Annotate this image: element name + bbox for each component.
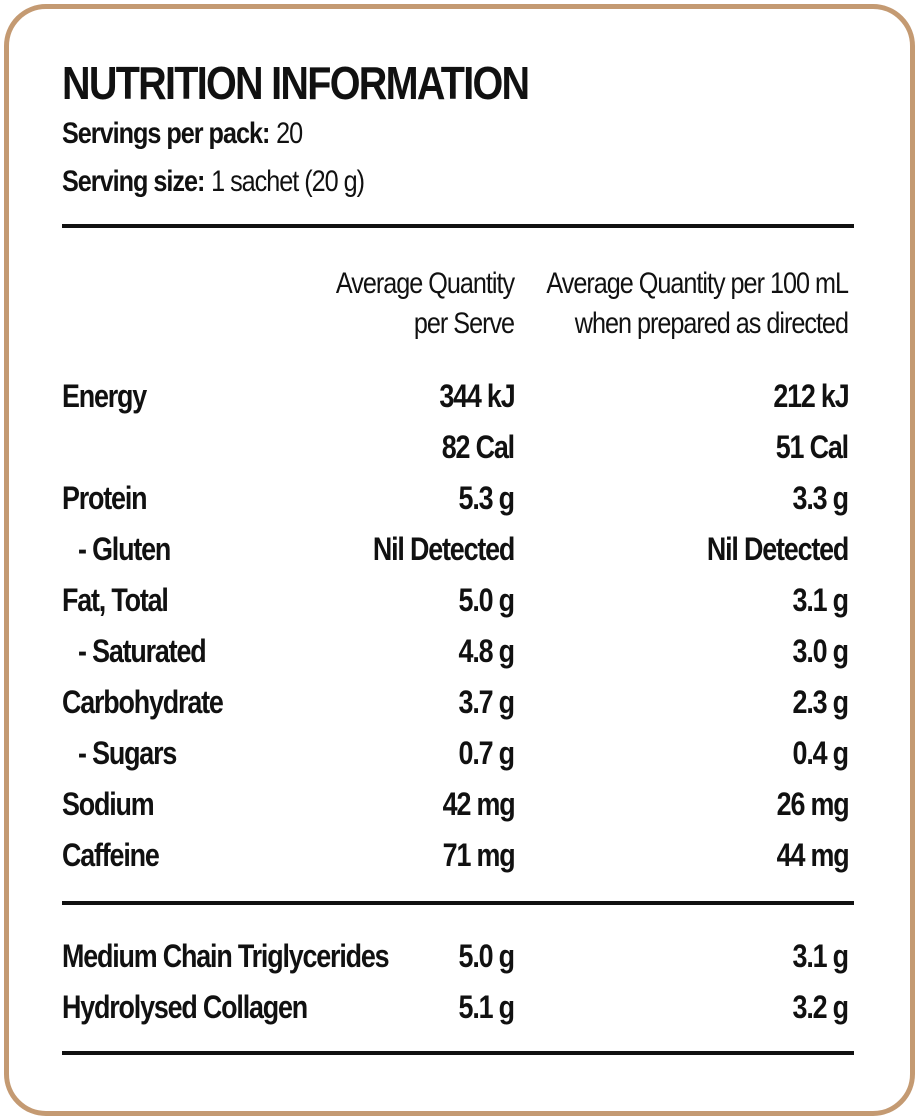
panel-title: NUTRITION INFORMATION [62, 57, 530, 109]
per-100ml-value: 51 Cal [775, 429, 849, 465]
servings-label: Servings per pack: [62, 117, 270, 150]
serving-size-value: 1 sachet (20 g) [211, 165, 365, 198]
nutrient-name: Protein [62, 480, 148, 516]
nutrient-row-fat-total: Fat, Total 5.0 g 3.1 g [62, 578, 854, 622]
nutrient-row-gluten: - Gluten Nil Detected Nil Detected [62, 527, 854, 571]
per-serve-value: 5.3 g [458, 480, 516, 516]
per-100ml-value: 3.1 g [792, 582, 850, 618]
nutrient-name: Fat, Total [62, 582, 169, 618]
per-serve-value: 5.0 g [458, 582, 516, 618]
per-100ml-value: 26 mg [776, 786, 849, 822]
per-100ml-value: Nil Detected [706, 531, 849, 567]
serving-size-label: Serving size: [62, 165, 205, 198]
per-100ml-value: 3.2 g [792, 989, 850, 1025]
per-serve-value: 4.8 g [458, 633, 516, 669]
nutrient-name: Medium Chain Triglycerides [62, 938, 390, 974]
column-header-per-serve-line2: per Serve [413, 307, 515, 340]
nutrient-name: Hydrolysed Collagen [62, 989, 308, 1025]
per-serve-value: 82 Cal [441, 429, 515, 465]
nutrient-row-energy: Energy 344 kJ 212 kJ [62, 374, 854, 418]
per-serve-value: 5.0 g [458, 938, 516, 974]
per-100ml-value: 3.0 g [792, 633, 850, 669]
per-serve-value: 5.1 g [458, 989, 516, 1025]
per-serve-value: 71 mg [442, 837, 515, 873]
per-100ml-value: 3.3 g [792, 480, 850, 516]
nutrient-row-protein: Protein 5.3 g 3.3 g [62, 476, 854, 520]
column-header-per-serve-line1: Average Quantity [335, 267, 515, 300]
per-serve-value: 0.7 g [458, 735, 516, 771]
column-header-per-100ml-line2: when prepared as directed [574, 307, 849, 340]
per-100ml-value: 2.3 g [792, 684, 850, 720]
per-serve-value: 344 kJ [438, 378, 515, 414]
nutrient-name: Carbohydrate [62, 684, 224, 720]
per-100ml-value: 0.4 g [792, 735, 850, 771]
servings-per-pack: Servings per pack: 20 [62, 116, 303, 152]
per-100ml-value: 44 mg [776, 837, 849, 873]
column-header-per-100ml-line1: Average Quantity per 100 mL [546, 267, 849, 300]
divider-top [62, 224, 854, 228]
per-serve-value: 3.7 g [458, 684, 516, 720]
nutrient-name: Sodium [62, 786, 155, 822]
servings-value: 20 [276, 117, 303, 150]
divider-bottom [62, 1051, 854, 1055]
nutrient-row-mct: Medium Chain Triglycerides 5.0 g 3.1 g [62, 934, 854, 978]
nutrient-name: - Sugars [78, 735, 177, 771]
nutrient-name: Caffeine [62, 837, 160, 873]
serving-size: Serving size: 1 sachet (20 g) [62, 164, 365, 200]
nutrient-name: - Saturated [78, 633, 207, 669]
per-100ml-value: 3.1 g [792, 938, 850, 974]
nutrient-row-carbohydrate: Carbohydrate 3.7 g 2.3 g [62, 680, 854, 724]
nutrient-row-sugars: - Sugars 0.7 g 0.4 g [62, 731, 854, 775]
nutrient-name: - Gluten [78, 531, 171, 567]
nutrition-panel [4, 4, 915, 1116]
nutrient-row-caffeine: Caffeine 71 mg 44 mg [62, 833, 854, 877]
per-serve-value: Nil Detected [372, 531, 515, 567]
nutrient-row-sodium: Sodium 42 mg 26 mg [62, 782, 854, 826]
divider-middle [62, 901, 854, 905]
per-100ml-value: 212 kJ [772, 378, 849, 414]
nutrient-row-saturated: - Saturated 4.8 g 3.0 g [62, 629, 854, 673]
per-serve-value: 42 mg [442, 786, 515, 822]
column-header-per-serve: Average Quantity per Serve [335, 264, 515, 344]
nutrient-row-collagen: Hydrolysed Collagen 5.1 g 3.2 g [62, 985, 854, 1029]
nutrient-name: Energy [62, 378, 147, 414]
nutrient-row-energy-cal: 82 Cal 51 Cal [62, 425, 854, 469]
column-header-per-100ml: Average Quantity per 100 mL when prepare… [546, 264, 849, 344]
